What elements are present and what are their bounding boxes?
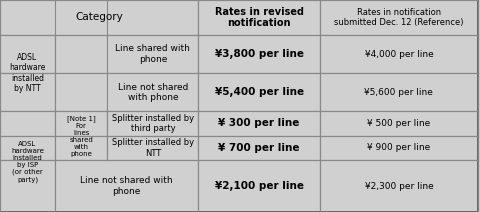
Text: ¥5,400 per line: ¥5,400 per line	[214, 87, 303, 97]
Bar	[55, 111, 107, 136]
Text: Rates in revised
notification: Rates in revised notification	[214, 7, 303, 28]
Bar	[198, 73, 319, 111]
Bar	[198, 160, 319, 212]
Bar	[107, 111, 198, 136]
Text: ADSL
hardware
installed
by ISP
(or other
party): ADSL hardware installed by ISP (or other…	[11, 141, 44, 183]
Text: Splitter installed by
NTT: Splitter installed by NTT	[111, 138, 193, 158]
Text: Line shared with
phone: Line shared with phone	[115, 44, 190, 64]
Bar	[319, 73, 477, 111]
Bar	[319, 160, 477, 212]
Text: Rates in notification
submitted Dec. 12 (Reference): Rates in notification submitted Dec. 12 …	[334, 8, 463, 27]
Text: ADSL
hardware
installed
by NTT: ADSL hardware installed by NTT	[9, 53, 46, 93]
Bar	[198, 0, 319, 35]
Bar	[107, 73, 198, 111]
Bar	[107, 136, 198, 160]
Bar	[0, 111, 55, 136]
Bar	[319, 111, 477, 136]
Text: ¥2,300 per line: ¥2,300 per line	[364, 181, 432, 191]
Text: ¥2,100 per line: ¥2,100 per line	[214, 181, 303, 191]
Bar	[319, 136, 477, 160]
Text: ¥ 500 per line: ¥ 500 per line	[367, 119, 430, 128]
Text: Line not shared
with phone: Line not shared with phone	[118, 82, 188, 102]
Bar	[0, 0, 198, 35]
Text: ¥ 900 per line: ¥ 900 per line	[367, 143, 430, 152]
Bar	[55, 73, 107, 111]
Bar	[198, 111, 319, 136]
Bar	[107, 35, 198, 73]
Bar	[0, 35, 55, 73]
Bar	[319, 0, 477, 35]
Text: [Note 1]
For
lines
shared
with
phone: [Note 1] For lines shared with phone	[67, 115, 96, 156]
Text: Splitter installed by
third party: Splitter installed by third party	[111, 114, 193, 133]
Bar	[55, 160, 198, 212]
Text: ¥ 700 per line: ¥ 700 per line	[218, 143, 300, 153]
Text: ¥3,800 per line: ¥3,800 per line	[214, 49, 303, 59]
Bar	[55, 136, 107, 160]
Bar	[319, 35, 477, 73]
Bar	[55, 35, 107, 73]
Text: ¥4,000 per line: ¥4,000 per line	[364, 50, 432, 59]
Text: ¥5,600 per line: ¥5,600 per line	[364, 88, 432, 97]
Bar	[0, 136, 55, 160]
Text: Category: Category	[75, 13, 123, 22]
Bar	[0, 160, 55, 212]
Bar	[0, 73, 55, 111]
Bar	[198, 136, 319, 160]
Bar	[198, 35, 319, 73]
Text: Line not shared with
phone: Line not shared with phone	[80, 176, 172, 196]
Text: ¥ 300 per line: ¥ 300 per line	[218, 119, 299, 128]
